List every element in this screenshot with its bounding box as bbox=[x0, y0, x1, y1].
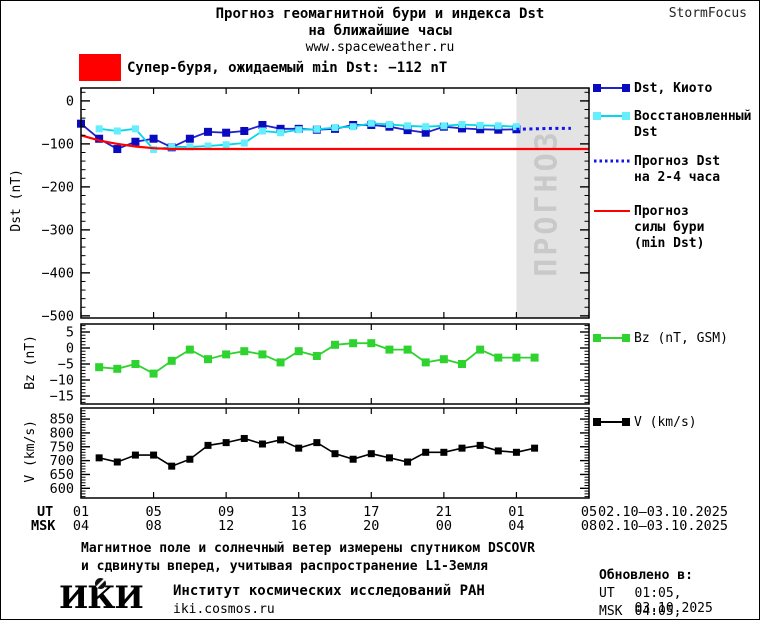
svg-text:0: 0 bbox=[66, 341, 74, 357]
svg-text:21: 21 bbox=[436, 504, 452, 520]
svg-text:00: 00 bbox=[436, 518, 452, 534]
svg-text:05: 05 bbox=[145, 504, 161, 520]
svg-text:−10: −10 bbox=[50, 373, 74, 389]
v-line-icon bbox=[593, 415, 631, 433]
brand-label: StormFocus bbox=[668, 6, 747, 21]
svg-text:13: 13 bbox=[291, 504, 307, 520]
updated-msk-row: MSK 04:05, 03.10.2025 bbox=[599, 604, 682, 619]
svg-text:700: 700 bbox=[50, 453, 74, 469]
svg-text:02.10–03.10.2025: 02.10–03.10.2025 bbox=[598, 504, 728, 520]
page-title-line2: на ближайшие часы bbox=[308, 23, 452, 39]
page-title-line1: Прогноз геомагнитной бури и индекса Dst bbox=[215, 6, 545, 22]
svg-text:0: 0 bbox=[66, 93, 74, 109]
svg-text:800: 800 bbox=[50, 425, 74, 441]
svg-text:UT: UT bbox=[37, 504, 53, 520]
legend-item-storm-strength: Прогноз силы бури (min Dst) bbox=[593, 204, 704, 252]
iki-logo: ИКИ bbox=[59, 578, 144, 616]
updated-label: Обновлено в: bbox=[599, 568, 693, 583]
legend-item-bz: Bz (nT, GSM) bbox=[593, 331, 728, 349]
legend-item-v: V (km/s) bbox=[593, 415, 697, 433]
svg-text:−500: −500 bbox=[41, 308, 74, 324]
svg-text:01: 01 bbox=[73, 504, 89, 520]
svg-text:−300: −300 bbox=[41, 222, 74, 238]
storm-strength-line-icon bbox=[593, 204, 631, 252]
svg-text:01: 01 bbox=[508, 504, 524, 520]
svg-text:−100: −100 bbox=[41, 136, 74, 152]
svg-text:20: 20 bbox=[363, 518, 379, 534]
legend-item-restored-dst: Восстановленный Dst bbox=[593, 109, 751, 141]
svg-text:−15: −15 bbox=[50, 389, 74, 405]
legend-item-forecast-dst: Прогноз Dst на 2-4 часа bbox=[593, 154, 720, 186]
svg-text:16: 16 bbox=[291, 518, 307, 534]
svg-text:08: 08 bbox=[145, 518, 161, 534]
website-link[interactable]: www.spaceweather.ru bbox=[305, 40, 455, 55]
svg-text:−400: −400 bbox=[41, 265, 74, 281]
footer-note-line2: и сдвинуты вперед, учитывая распростране… bbox=[81, 559, 488, 574]
storm-banner-text: Супер-буря, ожидаемый min Dst: −112 nT bbox=[127, 60, 448, 76]
svg-text:MSK: MSK bbox=[31, 518, 56, 534]
dst-axis-title: Dst (nT) bbox=[9, 169, 24, 232]
svg-text:02.10–03.10.2025: 02.10–03.10.2025 bbox=[598, 518, 728, 534]
forecast-dst-dotted-line-icon bbox=[593, 154, 631, 186]
svg-text:04: 04 bbox=[508, 518, 524, 534]
svg-text:09: 09 bbox=[218, 504, 234, 520]
updated-ut-row: UT 01:05, 03.10.2025 bbox=[599, 586, 713, 616]
svg-text:05: 05 bbox=[581, 504, 597, 520]
bz-line-icon bbox=[593, 331, 631, 349]
svg-text:04: 04 bbox=[73, 518, 89, 534]
svg-text:−5: −5 bbox=[58, 357, 74, 373]
institute-name: Институт космических исследований РАН bbox=[173, 583, 485, 599]
svg-text:850: 850 bbox=[50, 412, 74, 428]
svg-text:12: 12 bbox=[218, 518, 234, 534]
svg-text:750: 750 bbox=[50, 439, 74, 455]
svg-text:08: 08 bbox=[581, 518, 597, 534]
v-axis-title: V (km/s) bbox=[23, 420, 38, 483]
bz-axis-title: Bz (nT) bbox=[23, 335, 38, 390]
svg-text:ПРОГНОЗ: ПРОГНОЗ bbox=[530, 129, 565, 276]
footer-note-line1: Магнитное поле и солнечный ветер измерен… bbox=[81, 541, 535, 556]
dst-kyoto-line-icon bbox=[593, 81, 631, 99]
svg-text:−200: −200 bbox=[41, 179, 74, 195]
svg-text:17: 17 bbox=[363, 504, 379, 520]
legend-item-dst-kyoto: Dst, Киото bbox=[593, 81, 712, 99]
storm-level-swatch bbox=[79, 54, 121, 81]
svg-text:650: 650 bbox=[50, 467, 74, 483]
svg-text:5: 5 bbox=[66, 325, 74, 341]
restored-dst-line-icon bbox=[593, 109, 631, 141]
svg-text:600: 600 bbox=[50, 481, 74, 497]
iki-website-link[interactable]: iki.cosmos.ru bbox=[173, 602, 275, 617]
iki-logo-dot-icon bbox=[95, 578, 106, 589]
